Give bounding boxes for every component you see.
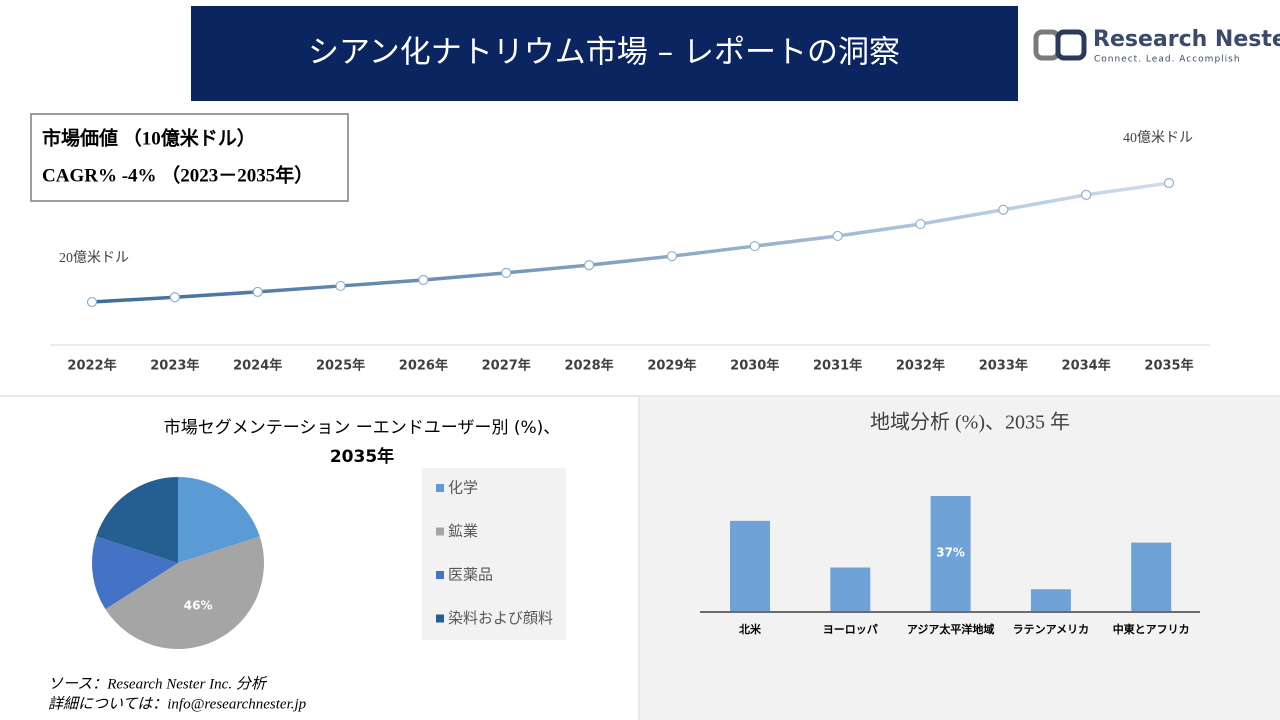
x-tick-label: 2023年: [150, 358, 199, 374]
value-label: 46%: [184, 598, 213, 612]
point: [666, 251, 678, 262]
pie-slice: [96, 476, 178, 563]
x-tick-label: ヨーロッパ: [823, 623, 878, 636]
header-title: シアン化ナトリウム市場 – レポートの洞察: [308, 35, 900, 71]
pie-slice: [92, 536, 178, 610]
legend-label: 染料および顔料: [448, 609, 553, 627]
x-tick-label: 北米: [739, 622, 762, 636]
legend-label: 化学: [448, 479, 478, 497]
legend-box: [422, 468, 566, 640]
logo-name: Research Nester: [1093, 27, 1280, 52]
value-label: 37%: [936, 546, 965, 560]
bar: [730, 520, 770, 611]
x-tick-label: ラテンアメリカ: [1013, 623, 1089, 636]
legend-label: 医薬品: [448, 566, 493, 584]
point: [832, 230, 843, 242]
point: [998, 204, 1009, 215]
bar: [830, 567, 871, 611]
x-tick-label: 2033年: [979, 358, 1028, 374]
legend-swatch: [436, 571, 444, 579]
point: [335, 280, 346, 292]
x-tick-label: 2029年: [647, 358, 696, 374]
point: [86, 296, 98, 308]
line: [91, 181, 1170, 304]
footer-source: ソース：Research Nester Inc. 分析: [48, 675, 268, 692]
pie-subtitle: 2035年: [330, 446, 394, 467]
bar: [930, 496, 971, 611]
bar: [1131, 542, 1172, 611]
legend-label: 鉱業: [448, 522, 478, 540]
pie-slice: [178, 477, 260, 563]
point: [583, 260, 595, 271]
x-tick-label: 2032年: [896, 358, 945, 374]
x-tick-label: 中東とアフリカ: [1113, 622, 1190, 636]
bar: [1030, 589, 1071, 611]
x-tick-label: 2028年: [564, 358, 613, 374]
x-tick-label: 2024年: [233, 358, 282, 374]
pie-slice: [105, 536, 264, 649]
footer-contact: 詳細については：info@researchnester.jp: [48, 695, 307, 712]
legend-swatch: [436, 527, 444, 536]
x-tick-label: 2027年: [482, 358, 531, 374]
bar-title: 地域分析 (%)、2035 年: [870, 411, 1070, 434]
point: [1081, 189, 1092, 200]
value-label: 40億米ドル: [1123, 130, 1193, 146]
x-tick-label: 2031年: [813, 358, 862, 374]
point: [915, 218, 926, 230]
value-label: 20億米ドル: [59, 250, 129, 266]
info-box: [30, 113, 349, 202]
x-tick-label: 2022年: [67, 358, 116, 374]
x-tick-label: アジア太平洋地域: [907, 622, 995, 636]
legend-swatch: [436, 484, 444, 492]
logo: [1033, 29, 1087, 61]
legend-swatch: [436, 614, 444, 623]
point: [749, 240, 760, 252]
point: [418, 274, 429, 286]
x-tick-label: 2026年: [399, 358, 448, 374]
x-tick-label: 2034年: [1062, 358, 1111, 374]
x-tick-label: 2030年: [730, 358, 779, 374]
point: [169, 292, 180, 303]
info-line: 市場価値 （10億米ドル）: [42, 126, 256, 149]
point: [501, 267, 512, 278]
pie-title: 市場セグメンテーション ーエンドユーザー別 (%)、: [164, 418, 561, 438]
x-tick-label: 2025年: [316, 358, 365, 374]
point: [252, 286, 263, 297]
logo-tagline: Connect. Lead. Accomplish: [1094, 55, 1241, 65]
header-banner: [191, 6, 1018, 101]
x-tick-label: 2035年: [1144, 358, 1193, 374]
point: [1163, 177, 1175, 189]
info-line: CAGR% -4% （2023－2035年）: [42, 163, 313, 186]
